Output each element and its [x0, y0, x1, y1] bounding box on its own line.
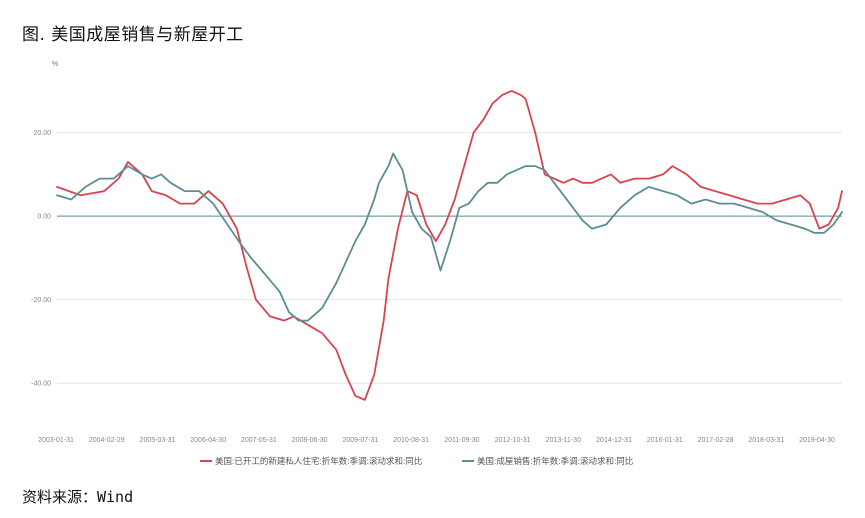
- source-note: 资料来源：Wind: [22, 488, 134, 506]
- y-tick-label: -20.00: [31, 297, 51, 304]
- x-tick-label: 2005-03-31: [140, 437, 176, 444]
- x-tick-label: 2006-04-30: [190, 437, 226, 444]
- x-tick-label: 2004-02-29: [89, 437, 125, 444]
- legend-label-sales: 美国:成屋销售:折年数:季调:滚动求和:同比: [477, 456, 633, 466]
- line-chart: % 20.00 0.00 -20.00 -40.00 2003-01-31 2004-0…: [31, 61, 843, 466]
- series-line-starts: [56, 90, 843, 401]
- x-tick-label: 2011-09-30: [444, 437, 479, 444]
- x-tick-label: 2003-01-31: [38, 437, 74, 444]
- x-tick-label: 2009-07-31: [342, 437, 378, 444]
- y-unit-label: %: [52, 61, 58, 68]
- x-tick-label: 2018-03-31: [748, 437, 784, 444]
- legend-label-starts: 美国:已开工的新建私人住宅:折年数:季调:滚动求和:同比: [215, 456, 422, 466]
- figure-title: 图. 美国成屋销售与新屋开工: [22, 25, 244, 45]
- series-line-sales: [56, 152, 843, 322]
- y-tick-label: 0.00: [37, 214, 51, 221]
- x-tick-label: 2014-12-31: [596, 437, 632, 444]
- y-tick-label: 20.00: [33, 130, 51, 137]
- x-tick-label: 2017-02-28: [698, 437, 734, 444]
- series-lines: [56, 90, 843, 401]
- x-tick-label: 2012-10-31: [495, 437, 531, 444]
- x-tick-label: 2019-04-30: [799, 437, 835, 444]
- legend: 美国:已开工的新建私人住宅:折年数:季调:滚动求和:同比 美国:成屋销售:折年数:…: [200, 456, 633, 466]
- x-tick-label: 2016-01-31: [647, 437, 683, 444]
- x-axis-ticks: 2003-01-31 2004-02-29 2005-03-31 2006-04-30…: [38, 437, 835, 444]
- x-tick-label: 2007-05-31: [241, 437, 277, 444]
- y-axis-ticks: 20.00 0.00 -20.00 -40.00: [31, 130, 51, 388]
- y-tick-label: -40.00: [31, 381, 51, 388]
- gridlines: [57, 132, 842, 384]
- x-tick-label: 2008-06-30: [292, 437, 328, 444]
- x-tick-label: 2013-11-30: [546, 437, 581, 444]
- x-tick-label: 2010-08-31: [393, 437, 429, 444]
